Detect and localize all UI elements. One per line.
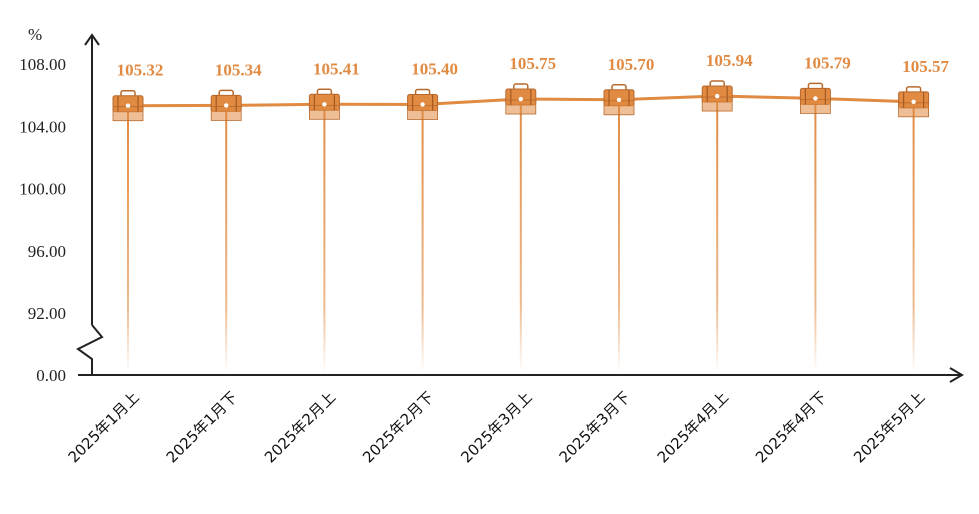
data-label: 105.40 [411, 59, 458, 78]
data-label: 105.75 [509, 54, 556, 73]
drop-line [323, 104, 326, 373]
drop-line [127, 105, 129, 374]
x-tick-label: 2025年3月下 [556, 388, 634, 466]
x-tick-label: 2025年2月上 [261, 388, 339, 466]
marker-group [112, 80, 930, 122]
data-point-marker [112, 89, 144, 122]
data-label: 105.34 [215, 60, 262, 79]
data-point-marker [308, 88, 340, 120]
data-point-marker [505, 83, 537, 115]
y-axis-unit-label: % [28, 25, 42, 44]
drop-line [814, 98, 817, 373]
y-axis-arrow [84, 33, 100, 46]
x-tick-label: 2025年1月上 [65, 388, 143, 466]
x-axis-arrow [949, 367, 964, 383]
drop-line [716, 96, 719, 373]
data-point-marker [407, 88, 439, 120]
drop-line [421, 104, 424, 374]
drop-line [225, 105, 228, 374]
data-label: 105.41 [313, 59, 360, 78]
x-tick-label: 2025年1月下 [163, 388, 241, 466]
y-tick-label: 100.00 [19, 180, 66, 199]
data-label: 105.79 [804, 53, 851, 72]
x-tick-label: 2025年5月上 [850, 388, 928, 466]
y-tick-label: 96.00 [28, 242, 66, 261]
data-point-marker [799, 82, 831, 114]
drop-line [519, 99, 522, 373]
x-axis-category-labels: 2025年1月上 2025年1月下 2025年2月上 2025年2月下 2025年3月上… [65, 388, 929, 466]
y-tick-label: 108.00 [19, 55, 66, 74]
data-point-marker [210, 89, 242, 121]
data-label-group: 105.32 105.34 105.41 105.40 105.75 105.70 105.… [117, 51, 950, 80]
y-tick-label: 104.00 [19, 117, 66, 136]
data-label: 105.70 [608, 55, 655, 74]
x-tick-label: 2025年3月上 [457, 388, 535, 466]
data-label: 105.57 [902, 57, 949, 76]
axes [76, 33, 964, 383]
y-tick-label: 0.00 [36, 366, 66, 385]
y-axis-break [76, 324, 104, 375]
data-label: 105.94 [706, 51, 753, 70]
x-tick-label: 2025年2月下 [359, 388, 437, 466]
x-tick-label: 2025年4月上 [654, 388, 732, 466]
data-point-marker [898, 86, 930, 118]
y-axis-ticks: 0.00 92.00 96.00 100.00 104.00 108.00 [19, 55, 66, 385]
drop-lines [127, 96, 915, 374]
drop-line [618, 99, 620, 373]
data-point-marker [701, 80, 733, 112]
drop-line [912, 101, 915, 374]
data-point-marker [603, 84, 635, 116]
x-tick-label: 2025年4月下 [752, 388, 830, 466]
data-label: 105.32 [117, 61, 164, 80]
y-tick-label: 92.00 [28, 304, 66, 323]
